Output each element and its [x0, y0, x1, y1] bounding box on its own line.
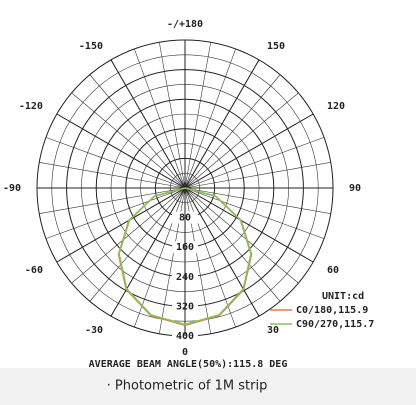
theta-tick-label: -30 — [85, 325, 103, 336]
r-tick-label: 400 — [176, 331, 194, 342]
minor-grid-spoke — [159, 42, 186, 189]
minor-grid-spoke — [184, 187, 299, 284]
caption-band — [0, 368, 416, 405]
theta-grid-line — [56, 113, 186, 189]
theta-tick-label: -60 — [25, 265, 43, 276]
minor-grid-spoke — [184, 42, 211, 189]
caption: · Photometric of 1M strip — [107, 379, 268, 394]
theta-grid-line — [184, 187, 314, 263]
minor-grid-spoke — [45, 187, 186, 239]
minor-grid-spoke — [184, 92, 299, 189]
minor-grid-spoke — [184, 187, 281, 302]
unit-label: UNIT:cd — [322, 291, 364, 302]
theta-tick-label: 120 — [327, 101, 345, 112]
minor-grid-spoke — [45, 137, 186, 189]
theta-tick-label: -150 — [79, 41, 103, 52]
theta-grid-line — [184, 187, 260, 317]
theta-grid-line — [56, 187, 186, 263]
theta-tick-label: -90 — [3, 183, 21, 194]
theta-tick-label: 90 — [349, 183, 361, 194]
minor-grid-spoke — [89, 187, 186, 302]
theta-tick-label: 60 — [327, 265, 339, 276]
minor-grid-spoke — [134, 48, 186, 189]
minor-grid-spoke — [184, 74, 281, 189]
theta-tick-label: -/+180 — [167, 19, 203, 30]
minor-grid-spoke — [71, 187, 186, 284]
minor-grid-spoke — [134, 187, 186, 328]
theta-tick-label: 30 — [267, 325, 279, 336]
minor-grid-spoke — [184, 187, 236, 328]
minor-grid-spoke — [184, 137, 325, 189]
minor-grid-spoke — [89, 74, 186, 189]
minor-grid-spoke — [184, 162, 331, 189]
footer: AVERAGE BEAM ANGLE(50%):115.8 DEG — [89, 359, 288, 370]
minor-grid-spoke — [184, 187, 331, 214]
legend-label: C90/270,115.7 — [296, 319, 374, 330]
theta-grid-line — [110, 187, 186, 317]
minor-grid-spoke — [39, 162, 186, 189]
legend-label: C0/180,115.9 — [296, 305, 368, 316]
theta-grid-line — [184, 113, 314, 189]
theta-tick-label: 0 — [182, 347, 188, 358]
theta-tick-label: 150 — [267, 41, 285, 52]
minor-grid-spoke — [71, 92, 186, 189]
minor-grid-spoke — [184, 187, 325, 239]
minor-grid-spoke — [184, 48, 236, 189]
series-line — [118, 187, 252, 326]
theta-grid-line — [110, 59, 186, 189]
theta-tick-label: -120 — [19, 101, 43, 112]
theta-grid-line — [184, 59, 260, 189]
minor-grid-spoke — [39, 187, 186, 214]
